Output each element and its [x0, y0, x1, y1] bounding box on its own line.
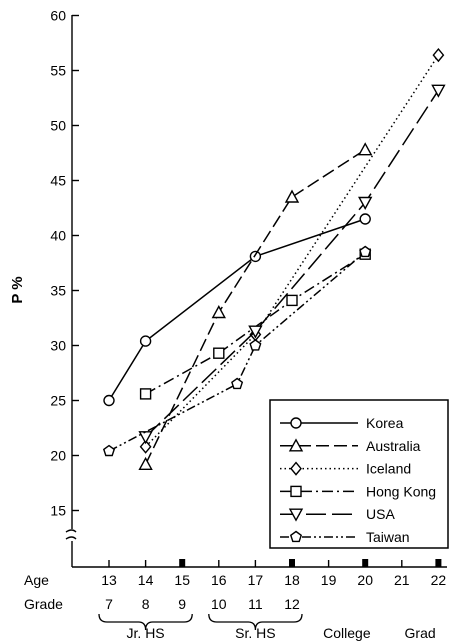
- series-korea: [103, 213, 371, 407]
- y-tick-label: 45: [50, 173, 66, 189]
- y-tick-label: 55: [50, 63, 66, 79]
- legend-label: Korea: [366, 415, 404, 431]
- data-point: [211, 305, 226, 319]
- legend-label: Australia: [366, 438, 421, 454]
- band-label: Grad: [405, 625, 436, 641]
- data-point: [231, 377, 244, 390]
- legend-label: Hong Kong: [366, 483, 436, 499]
- legend-marker: [290, 461, 302, 476]
- data-point: [284, 189, 300, 203]
- grade-tick-label: 11: [248, 596, 263, 612]
- legend-label: Iceland: [366, 461, 411, 477]
- x-tick-block: [179, 559, 186, 567]
- x-tick-block: [289, 559, 295, 567]
- legend-label: Taiwan: [366, 529, 410, 545]
- age-tick-label: 15: [174, 572, 190, 588]
- age-tick-label: 17: [248, 572, 264, 588]
- series-line: [145, 54, 440, 448]
- series-hong-kong: [139, 248, 371, 400]
- y-tick-label: 25: [50, 393, 66, 409]
- data-point: [249, 250, 262, 263]
- band-label: Sr. HS: [235, 625, 275, 641]
- grade-tick-label: 8: [142, 596, 150, 612]
- grade-tick-label: 12: [284, 596, 300, 612]
- data-point: [213, 347, 225, 359]
- y-tick-label: 30: [50, 338, 66, 354]
- grade-tick-label: 9: [178, 596, 186, 612]
- x-tick-block: [362, 559, 369, 567]
- series-line: [145, 89, 440, 438]
- grade-tick-label: 10: [211, 596, 227, 612]
- data-point: [138, 456, 153, 470]
- band-brace: [98, 613, 193, 631]
- series-iceland: [139, 48, 445, 454]
- legend-marker: [288, 438, 304, 452]
- data-point: [139, 388, 152, 400]
- data-point: [358, 196, 373, 210]
- age-tick-label: 22: [431, 572, 447, 588]
- y-tick-label: 50: [50, 118, 66, 134]
- series-line: [145, 253, 366, 395]
- y-tick-label: 20: [50, 448, 66, 464]
- axes: 15 20 25 30 35 40 45 50 55 60: [50, 8, 447, 568]
- x-axis: Age Grade 13 7 14 8 15 9 16 10 17 11 18 12 19 20 21 22 J…: [24, 572, 446, 641]
- series-usa: [138, 84, 446, 445]
- band-brace: [208, 613, 303, 631]
- age-tick-label: 21: [394, 572, 410, 588]
- y-tick-label: 15: [50, 503, 66, 519]
- legend-marker: [290, 417, 302, 429]
- y-tick-label: 35: [50, 283, 66, 299]
- data-point: [432, 48, 445, 63]
- grade-tick-label: 7: [105, 596, 113, 612]
- age-tick-label: 16: [211, 572, 227, 588]
- legend-marker: [289, 530, 303, 543]
- data-point: [103, 394, 115, 407]
- data-point: [249, 339, 262, 351]
- age-tick-label: 18: [284, 572, 300, 588]
- series-australia: [138, 142, 373, 470]
- age-tick-label: 13: [101, 572, 117, 588]
- data-point: [102, 444, 116, 457]
- series-line: [108, 251, 366, 452]
- data-point: [138, 431, 153, 445]
- series-taiwan: [102, 245, 372, 457]
- data-point: [139, 439, 152, 454]
- y-tick-label: 60: [50, 8, 66, 24]
- series-line: [144, 149, 366, 465]
- data-point: [248, 325, 263, 339]
- y-tick-label: 40: [50, 228, 66, 244]
- legend-marker: [290, 485, 302, 498]
- data-point: [358, 142, 373, 156]
- data-point: [286, 294, 298, 307]
- y-axis-label: P %: [9, 276, 26, 303]
- axis-break-mark: [65, 529, 77, 540]
- band-label: College: [323, 625, 371, 641]
- data-point: [359, 213, 371, 225]
- data-point: [139, 335, 152, 347]
- legend-marker: [288, 508, 304, 522]
- data-point: [431, 84, 446, 98]
- age-tick-label: 19: [321, 572, 337, 588]
- data-point: [359, 245, 372, 258]
- series-layer: [102, 48, 446, 470]
- age-tick-label: 20: [357, 572, 373, 588]
- band-label: Jr. HS: [127, 625, 165, 641]
- legend: Korea Australia Iceland Hong Kong USA Taiwan: [269, 399, 449, 549]
- x-tick-block: [435, 559, 442, 567]
- series-line: [108, 218, 366, 401]
- age-tick-label: 14: [138, 572, 154, 588]
- grade-row-label: Grade: [24, 596, 63, 612]
- legend-label: USA: [366, 506, 395, 522]
- age-row-label: Age: [24, 572, 49, 588]
